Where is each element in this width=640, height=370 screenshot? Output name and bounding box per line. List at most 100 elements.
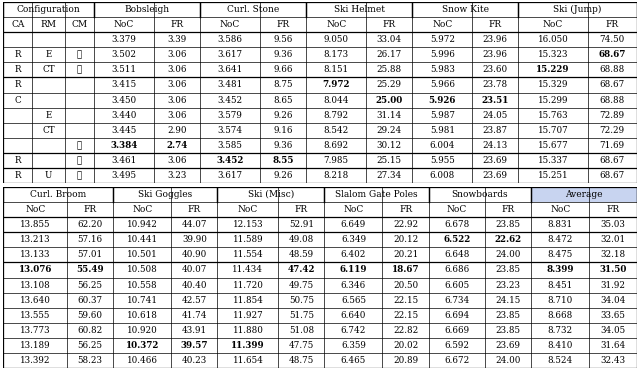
Text: 56.25: 56.25 [77, 341, 102, 350]
Text: 24.00: 24.00 [495, 356, 521, 365]
Text: 32.01: 32.01 [600, 235, 625, 244]
Text: 3.502: 3.502 [111, 50, 136, 59]
Text: 16.050: 16.050 [538, 35, 568, 44]
Text: 24.05: 24.05 [483, 111, 508, 120]
Text: 6.349: 6.349 [341, 235, 366, 244]
Text: 11.399: 11.399 [231, 341, 265, 350]
Text: 6.119: 6.119 [340, 265, 367, 275]
Text: 8.451: 8.451 [548, 280, 573, 290]
Text: 25.00: 25.00 [376, 95, 403, 105]
Text: 6.565: 6.565 [341, 296, 366, 305]
Text: 5.981: 5.981 [430, 126, 455, 135]
Text: 15.707: 15.707 [538, 126, 568, 135]
Text: Curl. Broom: Curl. Broom [30, 190, 86, 199]
Text: 6.522: 6.522 [444, 235, 470, 244]
Text: 40.90: 40.90 [182, 250, 207, 259]
Text: 49.08: 49.08 [289, 235, 314, 244]
Text: FR: FR [489, 20, 502, 29]
Text: 9.36: 9.36 [273, 141, 292, 150]
Text: NoC: NoC [132, 205, 152, 214]
Text: 6.008: 6.008 [429, 171, 455, 180]
Text: 44.07: 44.07 [182, 220, 207, 229]
Text: FR: FR [383, 20, 396, 29]
Text: FR: FR [607, 205, 620, 214]
Text: 23.85: 23.85 [495, 326, 521, 335]
Text: NoC: NoC [447, 205, 467, 214]
Text: 23.78: 23.78 [483, 80, 508, 90]
Text: 8.732: 8.732 [548, 326, 573, 335]
Text: 8.542: 8.542 [324, 126, 349, 135]
Text: 3.617: 3.617 [218, 50, 243, 59]
Text: 31.14: 31.14 [376, 111, 402, 120]
Text: 11.554: 11.554 [232, 250, 263, 259]
Text: NoC: NoC [550, 205, 570, 214]
Text: 3.511: 3.511 [111, 65, 136, 74]
Text: 51.08: 51.08 [289, 326, 314, 335]
Text: 68.88: 68.88 [600, 65, 625, 74]
Text: 9.050: 9.050 [324, 35, 349, 44]
Text: 6.004: 6.004 [429, 141, 455, 150]
Text: 33.65: 33.65 [600, 311, 625, 320]
Text: 31.50: 31.50 [599, 265, 627, 275]
Text: 22.62: 22.62 [495, 235, 522, 244]
Text: 8.75: 8.75 [273, 80, 293, 90]
Text: 6.669: 6.669 [444, 326, 469, 335]
Text: 6.592: 6.592 [444, 341, 469, 350]
Text: 22.15: 22.15 [393, 311, 418, 320]
Text: R: R [15, 50, 21, 59]
Text: NoC: NoC [25, 205, 45, 214]
Text: 13.773: 13.773 [20, 326, 51, 335]
Text: 13.076: 13.076 [19, 265, 52, 275]
Text: 23.85: 23.85 [495, 220, 521, 229]
Text: 3.481: 3.481 [218, 80, 243, 90]
Text: FR: FR [188, 205, 201, 214]
Text: 29.24: 29.24 [376, 126, 402, 135]
Text: 8.399: 8.399 [547, 265, 574, 275]
Text: 5.996: 5.996 [430, 50, 454, 59]
Text: 71.69: 71.69 [600, 141, 625, 150]
Text: 41.74: 41.74 [182, 311, 207, 320]
Text: 5.955: 5.955 [430, 156, 454, 165]
Text: 62.20: 62.20 [77, 220, 103, 229]
Text: 68.67: 68.67 [598, 50, 626, 59]
Text: 23.23: 23.23 [495, 280, 521, 290]
Text: CM: CM [71, 20, 88, 29]
Text: 15.337: 15.337 [538, 156, 568, 165]
Text: 3.39: 3.39 [167, 35, 187, 44]
Text: 6.640: 6.640 [340, 311, 366, 320]
Text: FR: FR [399, 205, 412, 214]
Text: ✓: ✓ [77, 65, 82, 74]
Text: 15.229: 15.229 [536, 65, 570, 74]
Text: 11.589: 11.589 [232, 235, 263, 244]
Text: Ski (Jump): Ski (Jump) [554, 5, 602, 14]
Text: 39.57: 39.57 [180, 341, 208, 350]
Text: NoC: NoC [326, 20, 346, 29]
Text: 9.36: 9.36 [273, 50, 292, 59]
Text: 9.26: 9.26 [273, 171, 293, 180]
Text: 22.15: 22.15 [393, 296, 418, 305]
Text: 3.06: 3.06 [167, 80, 187, 90]
Text: 3.06: 3.06 [167, 65, 187, 74]
Text: 20.12: 20.12 [393, 235, 418, 244]
Text: 15.251: 15.251 [538, 171, 568, 180]
Text: 11.927: 11.927 [232, 311, 263, 320]
Bar [531, 187, 637, 202]
Text: 15.323: 15.323 [538, 50, 568, 59]
Text: NoC: NoC [220, 20, 240, 29]
Text: 23.96: 23.96 [483, 50, 508, 59]
Text: C: C [15, 95, 21, 105]
Text: 11.654: 11.654 [232, 356, 263, 365]
Text: 24.00: 24.00 [495, 250, 521, 259]
Text: 9.56: 9.56 [273, 35, 292, 44]
Text: 23.87: 23.87 [483, 126, 508, 135]
Text: 2.74: 2.74 [166, 141, 188, 150]
Text: 47.42: 47.42 [287, 265, 315, 275]
Text: 24.13: 24.13 [483, 141, 508, 150]
Text: 32.18: 32.18 [600, 250, 625, 259]
Text: CT: CT [42, 126, 55, 135]
Text: NoC: NoC [343, 205, 364, 214]
Text: 6.686: 6.686 [444, 265, 470, 275]
Text: 22.92: 22.92 [393, 220, 418, 229]
Text: FR: FR [84, 205, 97, 214]
Text: 58.23: 58.23 [77, 356, 102, 365]
